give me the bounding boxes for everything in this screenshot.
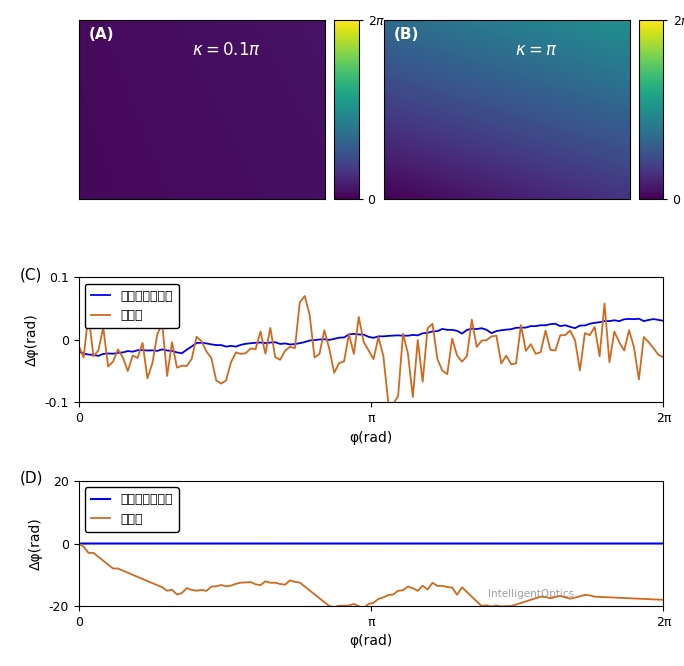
干涉法 bbox=[198, 337, 206, 345]
衍射图样分析法 bbox=[542, 321, 550, 329]
Line: 干涉法: 干涉法 bbox=[79, 296, 663, 404]
干涉法 bbox=[482, 601, 490, 609]
Text: IntelligentOptics: IntelligentOptics bbox=[488, 589, 574, 599]
Y-axis label: Δφ(rad): Δφ(rad) bbox=[29, 517, 43, 570]
干涉法 bbox=[659, 596, 668, 604]
干涉法 bbox=[409, 393, 417, 401]
衍射图样分析法 bbox=[547, 539, 555, 547]
干涉法 bbox=[75, 342, 83, 350]
衍射图样分析法 bbox=[90, 539, 98, 547]
Line: 干涉法: 干涉法 bbox=[79, 543, 663, 608]
干涉法 bbox=[650, 344, 658, 352]
衍射图样分析法 bbox=[650, 539, 658, 547]
Line: 衍射图样分析法: 衍射图样分析法 bbox=[79, 319, 663, 356]
干涉法 bbox=[198, 586, 206, 594]
衍射图样分析法 bbox=[237, 341, 245, 349]
衍射图样分析法 bbox=[75, 348, 83, 356]
X-axis label: φ(rad): φ(rad) bbox=[350, 634, 393, 648]
干涉法 bbox=[232, 580, 240, 588]
衍射图样分析法 bbox=[659, 317, 668, 325]
衍射图样分析法 bbox=[650, 315, 658, 323]
衍射图样分析法 bbox=[659, 539, 668, 547]
Text: (D): (D) bbox=[20, 471, 44, 486]
Text: $\kappa = \pi$: $\kappa = \pi$ bbox=[515, 41, 557, 59]
干涉法 bbox=[360, 604, 368, 612]
干涉法 bbox=[659, 353, 668, 361]
衍射图样分析法 bbox=[202, 539, 211, 547]
干涉法 bbox=[232, 348, 240, 356]
衍射图样分析法 bbox=[94, 352, 103, 360]
衍射图样分析法 bbox=[482, 326, 490, 334]
Legend: 衍射图样分析法, 干涉法: 衍射图样分析法, 干涉法 bbox=[85, 284, 179, 328]
干涉法 bbox=[301, 292, 309, 300]
Y-axis label: Δφ(rad): Δφ(rad) bbox=[25, 314, 39, 366]
衍射图样分析法 bbox=[237, 539, 245, 547]
衍射图样分析法 bbox=[404, 332, 412, 340]
Text: $\kappa = 0.1\pi$: $\kappa = 0.1\pi$ bbox=[192, 41, 261, 59]
干涉法 bbox=[488, 332, 496, 340]
干涉法 bbox=[547, 346, 555, 354]
衍射图样分析法 bbox=[635, 315, 643, 323]
衍射图样分析法 bbox=[266, 539, 274, 547]
衍射图样分析法 bbox=[202, 340, 211, 348]
干涉法 bbox=[389, 400, 397, 408]
干涉法 bbox=[404, 583, 412, 591]
衍射图样分析法 bbox=[409, 539, 417, 547]
干涉法 bbox=[75, 539, 83, 547]
X-axis label: φ(rad): φ(rad) bbox=[350, 431, 393, 445]
干涉法 bbox=[542, 593, 550, 601]
Text: (A): (A) bbox=[88, 27, 114, 42]
Legend: 衍射图样分析法, 干涉法: 衍射图样分析法, 干涉法 bbox=[85, 488, 179, 532]
衍射图样分析法 bbox=[75, 539, 83, 547]
干涉法 bbox=[644, 595, 653, 603]
衍射图样分析法 bbox=[488, 539, 496, 547]
Text: (C): (C) bbox=[20, 267, 42, 282]
Text: (B): (B) bbox=[393, 27, 419, 42]
